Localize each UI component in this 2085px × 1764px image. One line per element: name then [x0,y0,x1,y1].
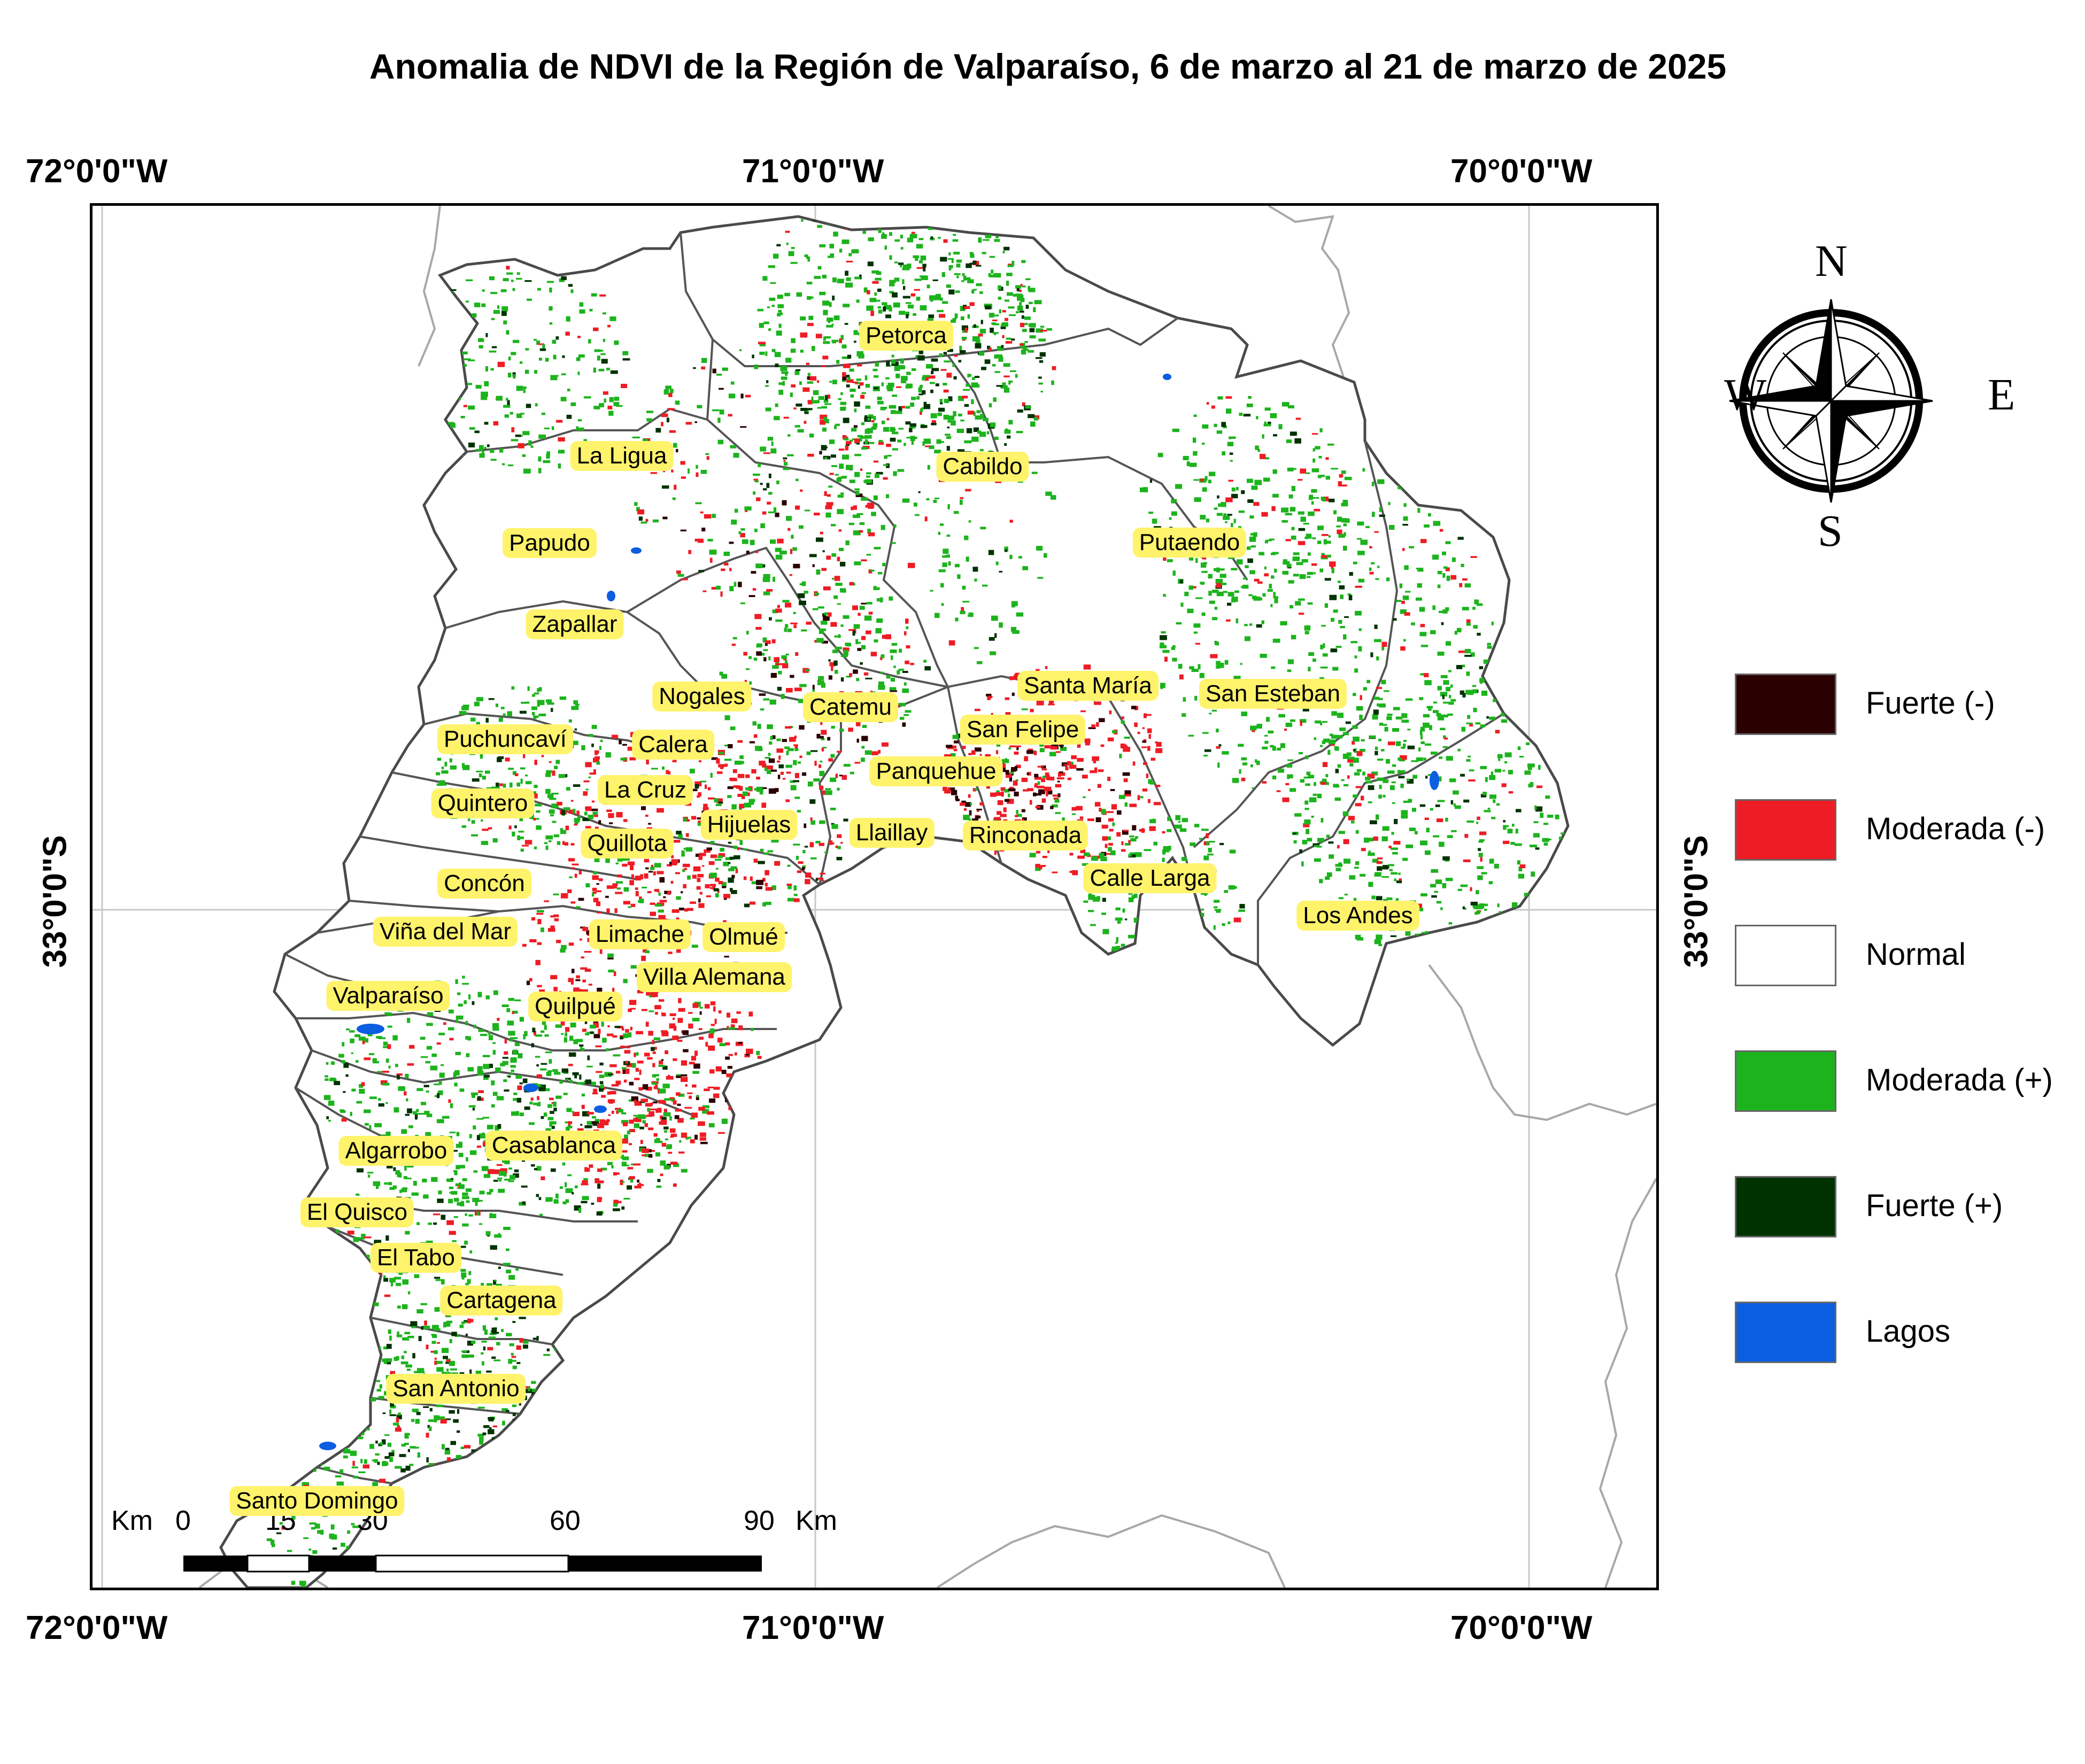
place-label[interactable]: El Quisco [300,1197,414,1227]
lon-label-bottom-east: 70°0'0"W [1450,1610,1593,1646]
place-label[interactable]: Concón [437,869,531,899]
place-label[interactable]: La Ligua [570,441,674,471]
place-label[interactable]: Calera [632,730,714,760]
compass-west: W [1724,370,1767,420]
place-label[interactable]: Quilpué [528,992,622,1022]
place-label[interactable]: Olmué [702,922,785,952]
map-frame[interactable]: Km 0 15 30 60 90 Km Petorca Cabildo La L… [90,203,1659,1590]
lake [357,1024,384,1034]
lat-label-left: 33°0'0"S [36,835,74,968]
compass-south: S [1818,506,1843,556]
place-label[interactable]: San Antonio [386,1374,526,1404]
scale-unit-left: Km [111,1505,153,1536]
lon-label-top-west: 72°0'0"W [26,153,168,190]
scale-segment [246,1554,310,1573]
lake [594,1105,607,1113]
place-label[interactable]: San Esteban [1199,679,1347,709]
scale-bar [183,1554,762,1573]
scale-tick-0: 0 [175,1505,191,1536]
legend-label: Fuerte (+) [1866,1188,2003,1223]
legend-label: Fuerte (-) [1866,686,1995,721]
region-outline [219,215,1570,1588]
compass-rose-icon [1729,299,1933,503]
place-label[interactable]: Limache [589,919,691,949]
place-label[interactable]: El Tabo [370,1243,461,1273]
place-label[interactable]: Santa María [1017,671,1159,701]
lake [1163,374,1171,380]
place-label[interactable]: Viña del Mar [373,917,518,947]
neighbor-border-southeast [1428,964,1656,1121]
legend-swatch [1735,1176,1836,1237]
place-label[interactable]: Panquehue [869,756,1003,786]
place-label[interactable]: Calle Larga [1083,863,1217,893]
scale-segment [183,1556,248,1572]
map-title: Anomalia de NDVI de la Región de Valpara… [369,47,1727,86]
scale-tick-90: 90 [744,1505,775,1536]
neighbor-border-east-lower [1598,1178,1656,1588]
lake [523,1084,538,1092]
compass-north: N [1815,236,1848,286]
lat-label-right: 33°0'0"S [1678,835,1715,968]
place-label[interactable]: Petorca [859,321,953,351]
lon-label-top-east: 70°0'0"W [1450,153,1593,190]
lake [1430,771,1439,790]
place-label[interactable]: Catemu [802,692,899,722]
place-label[interactable]: Villa Alemana [637,962,792,992]
place-label[interactable]: Puchuncaví [437,724,573,754]
place-label[interactable]: Zapallar [526,609,624,639]
scale-segment [309,1556,376,1572]
legend-swatch [1735,1050,1836,1112]
place-label[interactable]: Llaillay [849,818,935,848]
lake [607,591,615,601]
place-label[interactable]: Papudo [503,528,597,558]
scale-unit-right: Km [796,1505,837,1536]
place-label[interactable]: Cabildo [936,452,1029,482]
neighbor-border-north [418,206,441,367]
legend-label: Moderada (-) [1866,811,2045,846]
place-label[interactable]: Cartagena [440,1286,563,1316]
place-label[interactable]: Algarrobo [338,1136,454,1166]
place-label[interactable]: Casablanca [485,1131,623,1160]
place-label[interactable]: Putaendo [1132,528,1247,558]
map-canvas [92,206,1656,1588]
legend-swatch [1735,799,1836,861]
neighbor-border-south [936,1514,1286,1588]
scale-segment [375,1554,569,1573]
compass-east: E [1988,370,2016,420]
place-label[interactable]: Hijuelas [700,810,798,840]
lon-label-bottom-mid: 71°0'0"W [742,1610,884,1646]
place-label[interactable]: La Cruz [597,775,693,805]
legend-label: Moderada (+) [1866,1063,2053,1097]
place-label[interactable]: Quillota [581,829,674,858]
scale-tick-60: 60 [550,1505,581,1536]
place-label[interactable]: Los Andes [1296,901,1419,931]
legend-swatch [1735,1302,1836,1363]
place-label[interactable]: Rinconada [962,821,1088,850]
place-label[interactable]: Nogales [652,682,752,711]
lake [631,547,642,554]
lake [319,1442,336,1450]
place-label[interactable]: San Felipe [960,715,1086,745]
legend-swatch [1735,925,1836,986]
scale-segment [568,1556,762,1572]
legend-label: Lagos [1866,1314,1951,1349]
place-label[interactable]: Valparaíso [326,981,450,1011]
lon-label-bottom-west: 72°0'0"W [26,1610,168,1646]
place-label[interactable]: Quintero [431,788,535,818]
legend-swatch [1735,674,1836,735]
legend-label: Normal [1866,937,1966,972]
lon-label-top-mid: 71°0'0"W [742,153,884,190]
place-label[interactable]: Santo Domingo [229,1486,405,1516]
